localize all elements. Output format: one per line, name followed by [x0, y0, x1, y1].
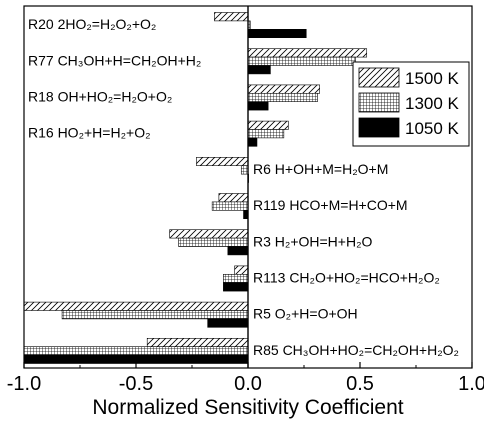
reaction-label: R113 CH₂O+HO₂=HCO+H₂O₂ [253, 270, 440, 286]
bar-hatch-6 [169, 229, 249, 239]
bar-hatch-2 [247, 84, 320, 94]
bar-hatch-9 [146, 337, 249, 347]
reaction-label: R3 H₂+OH=H+H₂O [253, 233, 373, 249]
bar-hatch-3 [247, 120, 289, 130]
legend-swatch-grid [358, 92, 400, 113]
x-tick-label: -0.5 [119, 373, 153, 395]
reaction-label: R18 OH+HO₂=H₂O+O₂ [28, 89, 172, 105]
bar-grid-7 [223, 273, 249, 283]
legend-swatch-hatch [358, 67, 400, 88]
reaction-label: R85 CH₃OH+HO₂=CH₂OH+H₂O₂ [253, 342, 459, 358]
bar-grid-4 [240, 165, 249, 175]
bar-hatch-7 [234, 265, 249, 275]
legend-label: 1300 K [405, 94, 460, 113]
bar-grid-3 [247, 129, 285, 139]
bar-solid-3 [247, 137, 258, 147]
bar-solid-7 [223, 282, 249, 292]
bar-hatch-1 [247, 48, 368, 58]
legend-label: 1050 K [405, 119, 460, 138]
bar-grid-8 [61, 310, 249, 320]
bar-hatch-5 [218, 193, 249, 203]
bar-solid-8 [207, 318, 249, 328]
reaction-label: R5 O₂+H=O+OH [253, 306, 358, 322]
bar-grid-5 [211, 201, 249, 211]
x-tick-label: 0.5 [346, 373, 374, 395]
legend-swatch-solid [358, 117, 400, 138]
bar-grid-1 [247, 56, 356, 66]
legend-label: 1500 K [405, 69, 460, 88]
x-tick-label: 0.0 [234, 373, 262, 395]
bar-solid-0 [247, 28, 307, 38]
bars-layer [23, 12, 368, 364]
x-ticks-layer: -1.0 -0.5 0.0 0.5 1.0 [7, 362, 484, 395]
bar-grid-9 [23, 346, 249, 356]
bar-grid-6 [178, 237, 249, 247]
reaction-label: R119 HCO+M=H+CO+M [253, 197, 408, 213]
reaction-labels-layer: R20 2HO₂=H₂O₂+O₂ R77 CH₃OH+H=CH₂OH+H₂ R18 … [28, 16, 459, 358]
bar-hatch-8 [23, 301, 249, 311]
reaction-label: R16 HO₂+H=H₂+O₂ [28, 125, 151, 141]
x-tick-label: -1.0 [7, 373, 41, 395]
bar-solid-2 [247, 101, 269, 111]
reaction-label: R6 H+OH+M=H₂O+M [253, 161, 388, 177]
reaction-label: R77 CH₃OH+H=CH₂OH+H₂ [28, 52, 201, 68]
legend: 1500 K 1300 K 1050 K [352, 61, 470, 147]
bar-grid-2 [247, 93, 318, 103]
bar-solid-1 [247, 65, 271, 75]
bar-solid-6 [227, 246, 249, 256]
x-tick-label: 1.0 [458, 373, 484, 395]
bar-hatch-4 [196, 157, 249, 167]
bar-hatch-0 [214, 12, 249, 22]
x-axis-title: Normalized Sensitivity Coefficient [92, 396, 403, 419]
reaction-label: R20 2HO₂=H₂O₂+O₂ [28, 16, 156, 32]
